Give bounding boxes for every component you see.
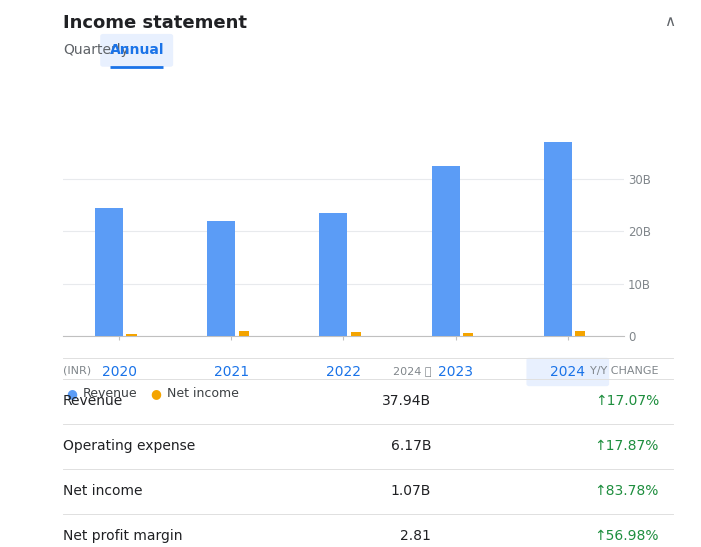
Text: Net income: Net income bbox=[167, 387, 239, 400]
Text: Quarterly: Quarterly bbox=[63, 43, 129, 57]
Text: 2.81: 2.81 bbox=[400, 529, 431, 543]
Bar bbox=[432, 166, 460, 336]
Text: Income statement: Income statement bbox=[63, 14, 247, 32]
Bar bbox=[575, 331, 585, 336]
Text: ∧: ∧ bbox=[664, 14, 675, 28]
Text: 2020: 2020 bbox=[102, 365, 137, 379]
Text: Net profit margin: Net profit margin bbox=[63, 529, 182, 543]
Text: 2023: 2023 bbox=[438, 365, 473, 379]
Text: 37.94B: 37.94B bbox=[382, 394, 431, 409]
Bar bbox=[95, 208, 123, 336]
Text: 6.17B: 6.17B bbox=[390, 439, 431, 453]
Text: ●: ● bbox=[151, 387, 162, 400]
Bar bbox=[320, 213, 348, 336]
Bar bbox=[126, 334, 137, 336]
Text: ●: ● bbox=[67, 387, 78, 400]
Text: Annual: Annual bbox=[109, 43, 164, 57]
Text: ↑17.87%: ↑17.87% bbox=[594, 439, 659, 453]
Text: Operating expense: Operating expense bbox=[63, 439, 196, 453]
Text: Y/Y CHANGE: Y/Y CHANGE bbox=[590, 366, 659, 376]
Bar bbox=[463, 333, 473, 336]
Text: 1.07B: 1.07B bbox=[390, 484, 431, 498]
Bar bbox=[238, 330, 249, 336]
Text: ↑56.98%: ↑56.98% bbox=[594, 529, 659, 543]
Text: ↑17.07%: ↑17.07% bbox=[594, 394, 659, 409]
Bar bbox=[544, 137, 572, 336]
Text: ↑83.78%: ↑83.78% bbox=[594, 484, 659, 498]
Bar bbox=[207, 221, 236, 336]
Text: 2021: 2021 bbox=[214, 365, 249, 379]
Text: 2022: 2022 bbox=[326, 365, 361, 379]
Bar bbox=[350, 332, 361, 336]
Text: Revenue: Revenue bbox=[83, 387, 137, 400]
Text: Revenue: Revenue bbox=[63, 394, 123, 409]
Text: (INR): (INR) bbox=[63, 366, 91, 376]
Text: 2024 ⓘ: 2024 ⓘ bbox=[393, 366, 431, 376]
Text: 2024: 2024 bbox=[550, 365, 585, 379]
Text: Net income: Net income bbox=[63, 484, 142, 498]
